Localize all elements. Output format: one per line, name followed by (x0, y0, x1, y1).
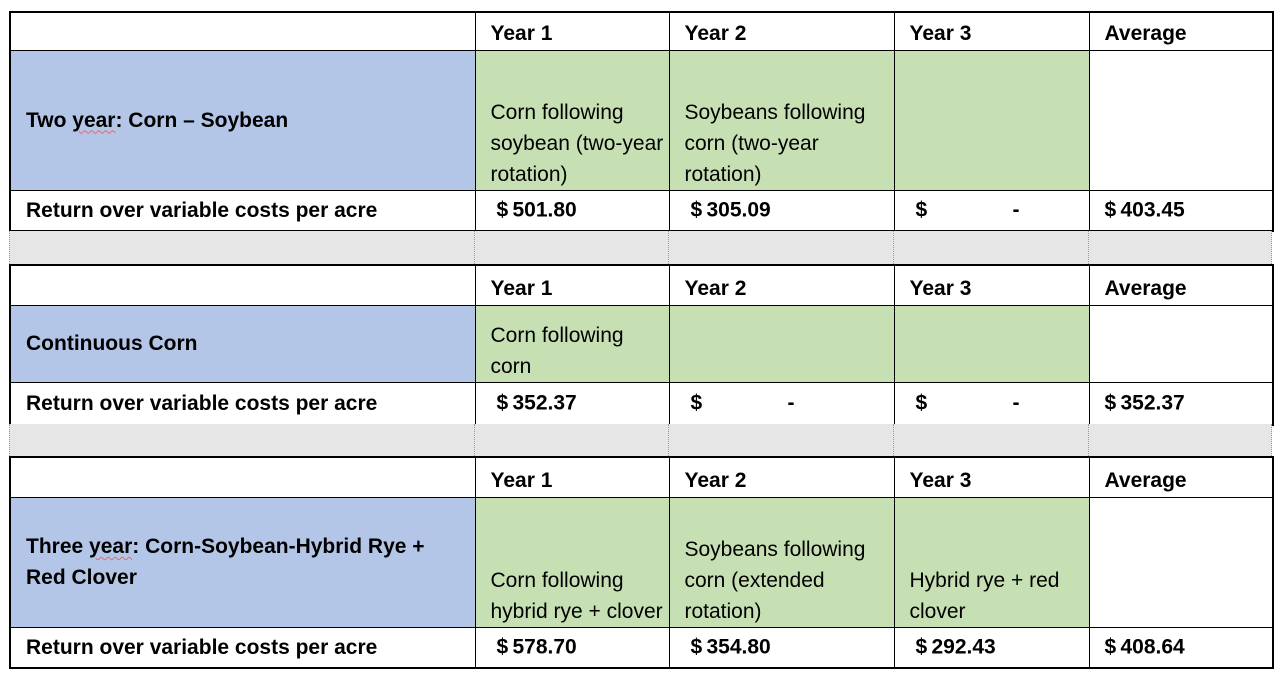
return-label: Return over variable costs per acre (9, 626, 476, 669)
return-year2: $354.80 (668, 626, 895, 669)
return-label: Return over variable costs per acre (9, 189, 476, 232)
rotation-table-two-year: Year 1 Year 2 Year 3 Average Two year: C… (9, 11, 1274, 232)
return-value: 305.09 (706, 198, 771, 222)
return-year1: $578.70 (474, 626, 670, 669)
return-value: - (1012, 391, 1020, 415)
rotation-label-suffix: : Corn – Soybean (115, 108, 289, 132)
header-average: Average (1088, 264, 1274, 306)
header-year1: Year 1 (474, 456, 670, 498)
return-value: - (787, 391, 795, 415)
header-year1: Year 1 (474, 264, 670, 306)
return-value: - (1012, 198, 1020, 222)
return-value: 578.70 (512, 635, 577, 659)
header-year3: Year 3 (893, 264, 1090, 306)
return-year2: $305.09 (668, 189, 895, 232)
currency-symbol: $ (496, 635, 509, 659)
return-value: 408.64 (1120, 635, 1185, 659)
currency-symbol: $ (915, 391, 928, 415)
year1-crop: Corn following soybean (two-year rotatio… (474, 49, 670, 191)
header-year2: Year 2 (668, 264, 895, 306)
rotation-label: Three year: Corn-Soybean-Hybrid Rye + Re… (9, 496, 476, 628)
return-average: $403.45 (1088, 189, 1274, 232)
year1-crop: Corn following corn (474, 304, 670, 383)
return-year3: $ - (893, 189, 1090, 232)
header-blank (9, 456, 476, 498)
return-year3: $ - (893, 381, 1090, 426)
rotation-label-prefix: Two (26, 108, 73, 132)
header-year2: Year 2 (668, 11, 895, 51)
average-crop (1088, 304, 1274, 383)
return-year1: $501.80 (474, 189, 670, 232)
return-year2: $ - (668, 381, 895, 426)
return-average: $352.37 (1088, 381, 1274, 426)
currency-symbol: $ (915, 198, 928, 222)
currency-symbol: $ (1104, 391, 1117, 415)
header-year3: Year 3 (893, 11, 1090, 51)
separator-row (9, 231, 1272, 264)
header-year2: Year 2 (668, 456, 895, 498)
currency-symbol: $ (1104, 635, 1117, 659)
average-crop (1088, 49, 1274, 191)
rotation-label-prefix: Three (26, 535, 90, 558)
rotation-label-underlined: year (89, 535, 133, 558)
year2-crop (668, 304, 895, 383)
rotation-label: Continuous Corn (9, 304, 476, 383)
return-value: 403.45 (1120, 198, 1185, 222)
return-label: Return over variable costs per acre (9, 381, 476, 426)
currency-symbol: $ (1104, 198, 1117, 222)
year3-crop (893, 304, 1090, 383)
currency-symbol: $ (690, 198, 703, 222)
year3-crop: Hybrid rye + red clover (893, 496, 1090, 628)
return-value: 354.80 (706, 635, 771, 659)
currency-symbol: $ (496, 391, 509, 415)
rotation-label-underlined: year (72, 108, 116, 132)
currency-symbol: $ (690, 391, 703, 415)
return-average: $408.64 (1088, 626, 1274, 669)
year3-crop (893, 49, 1090, 191)
rotation-label: Two year: Corn – Soybean (9, 49, 476, 191)
rotation-table-continuous-corn: Year 1 Year 2 Year 3 Average Continuous … (9, 264, 1274, 426)
currency-symbol: $ (690, 635, 703, 659)
return-year3: $292.43 (893, 626, 1090, 669)
currency-symbol: $ (915, 635, 928, 659)
header-average: Average (1088, 11, 1274, 51)
return-value: 292.43 (931, 635, 996, 659)
header-average: Average (1088, 456, 1274, 498)
rotation-label-suffix: : Corn-Soybean-Hybrid Rye + Red Clover (26, 535, 425, 589)
return-value: 352.37 (512, 391, 577, 415)
return-value: 501.80 (512, 198, 577, 222)
return-value: 352.37 (1120, 391, 1185, 415)
header-year3: Year 3 (893, 456, 1090, 498)
year1-crop: Corn following hybrid rye + clover (474, 496, 670, 628)
rotation-table-three-year: Year 1 Year 2 Year 3 Average Three year:… (9, 456, 1274, 669)
return-year1: $352.37 (474, 381, 670, 426)
average-crop (1088, 496, 1274, 628)
separator-row (9, 424, 1272, 456)
header-blank (9, 11, 476, 51)
year2-crop: Soybeans following corn (extended rotati… (668, 496, 895, 628)
header-year1: Year 1 (474, 11, 670, 51)
header-blank (9, 264, 476, 306)
currency-symbol: $ (496, 198, 509, 222)
rotation-label-prefix: Continuous Corn (26, 332, 198, 355)
year2-crop: Soybeans following corn (two-year rotati… (668, 49, 895, 191)
